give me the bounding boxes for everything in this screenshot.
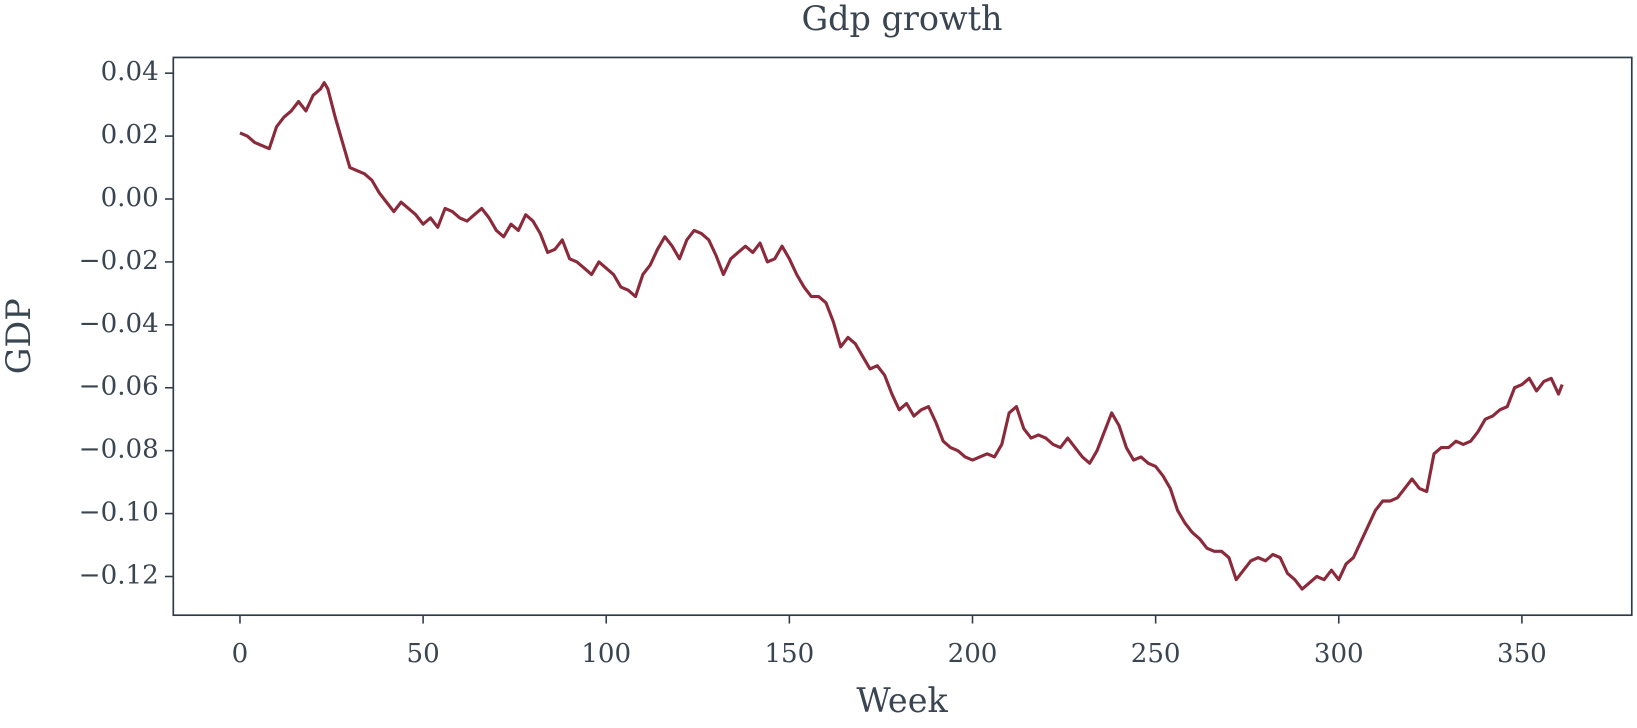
y-tick-label: −0.10 (79, 498, 159, 528)
data-line (239, 81, 1564, 591)
y-axis-title: GDP (0, 298, 38, 374)
y-tick-label: 0.02 (101, 120, 159, 150)
y-tick-label: −0.06 (79, 372, 159, 402)
y-tick-label: −0.12 (79, 560, 159, 590)
y-tick-label: −0.08 (79, 435, 159, 465)
y-tick-label: −0.04 (79, 309, 159, 339)
x-tick-label: 150 (764, 639, 814, 669)
y-tick-label: 0.04 (101, 57, 159, 87)
x-tick-label: 0 (232, 639, 249, 669)
x-tick-label: 200 (948, 639, 998, 669)
x-tick-label: 100 (581, 639, 631, 669)
y-tick-label: −0.02 (79, 246, 159, 276)
x-tick-label: 250 (1131, 639, 1181, 669)
x-tick-label: 50 (406, 639, 439, 669)
y-tick-label: 0.00 (101, 183, 159, 213)
chart-title: Gdp growth (802, 0, 1003, 38)
x-axis-title: Week (856, 681, 948, 720)
x-tick-label: 350 (1497, 639, 1547, 669)
x-tick-label: 300 (1314, 639, 1364, 669)
plot-frame (172, 56, 1633, 617)
